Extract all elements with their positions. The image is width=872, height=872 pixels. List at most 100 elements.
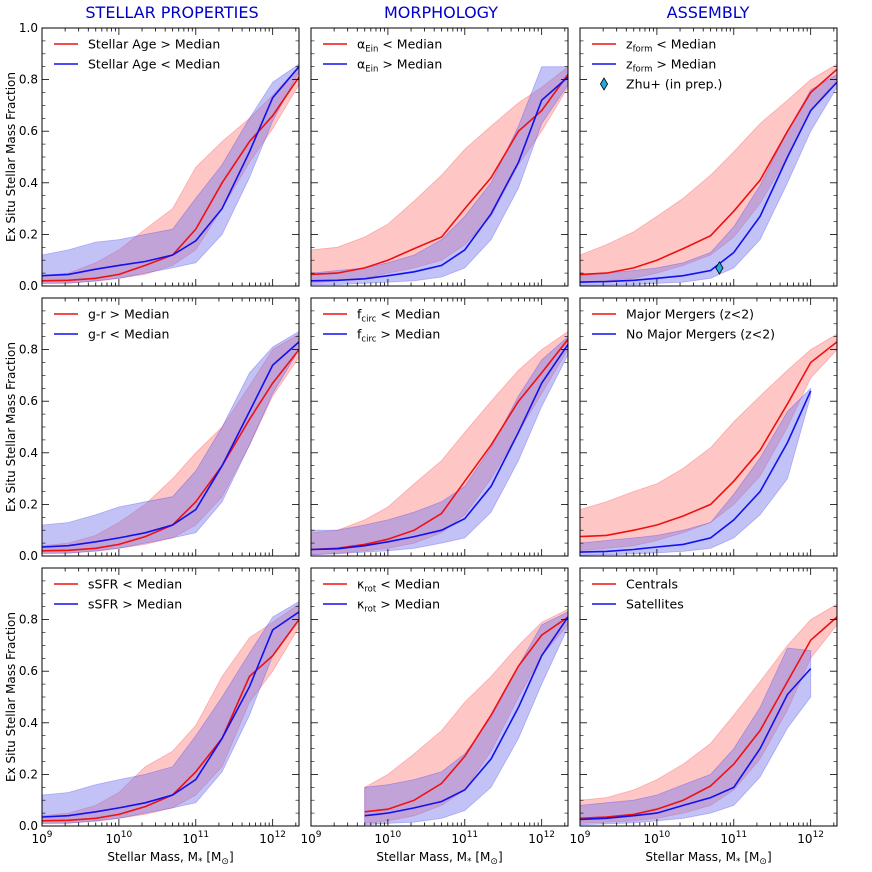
series-line-red-0 (580, 68, 837, 276)
band-red-0 (580, 603, 837, 824)
y-tick-label: 0.8 (19, 343, 38, 357)
series-line-red-0 (311, 73, 568, 276)
y-tick-label: 0.4 (19, 716, 38, 730)
panel-stellar-age: 0.0 0.2 0.4 0.6 0.8 1.0 Ex Situ Stellar Mass F… (4, 21, 300, 293)
x-tick-label: 1011 (451, 830, 478, 846)
series-line-blue-1 (42, 341, 299, 548)
data-point-diamond (715, 261, 724, 275)
x-tick-label: 109 (31, 830, 52, 846)
x-tick-label: 109 (300, 830, 321, 846)
x-tick-label: 1010 (375, 830, 402, 846)
panel-alpha-ein: αEin < Median αEin > Median (310, 27, 569, 287)
panel-ssfr: 0.0 0.2 0.4 0.6 0.8 109 1010 1011 1012 Stellar Ma… (4, 567, 300, 867)
x-tick-label: 1011 (720, 830, 747, 846)
series-line-red-0 (580, 616, 837, 820)
column-title-stellar-properties: STELLAR PROPERTIES (85, 3, 258, 22)
legend-entry-0: sSFR < Median (88, 577, 182, 592)
legend-entry-1: sSFR > Median (88, 597, 182, 612)
series-line-blue-1 (580, 81, 837, 283)
band-red-0 (364, 608, 568, 824)
legend-entry-1: κrot > Median (357, 597, 440, 615)
x-tick-label: 1012 (528, 830, 555, 846)
x-tick-label: 1010 (644, 830, 671, 846)
x-axis-label: Stellar Mass, M* [M⊙] (107, 850, 233, 867)
legend-entry-0: αEin < Median (357, 37, 442, 55)
x-axis-label: Stellar Mass, M* [M⊙] (645, 850, 771, 867)
legend-entry-1: Stellar Age < Median (88, 57, 220, 72)
legend-entry-1: No Major Mergers (z<2) (626, 327, 775, 342)
band-red-0 (42, 333, 299, 554)
x-axis-label: Stellar Mass, M* [M⊙] (376, 850, 502, 867)
band-blue-1 (311, 336, 568, 556)
legend-entry-1: αEin > Median (357, 57, 442, 75)
y-tick-label: 0.2 (19, 497, 38, 511)
band-red-0 (42, 603, 299, 824)
y-tick-label: 0.8 (19, 73, 38, 87)
x-tick-label: 1012 (797, 830, 824, 846)
band-red-0 (311, 66, 568, 284)
series-line-red-0 (364, 616, 568, 813)
legend-entry-1: fcirc > Median (357, 327, 440, 345)
x-tick-label: 1012 (259, 830, 286, 846)
x-tick-label: 1011 (182, 830, 209, 846)
column-title-morphology: MORPHOLOGY (384, 3, 498, 22)
panel-g-r: 0.0 0.2 0.4 0.6 0.8Ex Situ Stellar Mass Frac… (4, 297, 300, 563)
y-tick-label: 0.0 (19, 549, 38, 563)
panel-centrals-satellites: 109 1010 1011 1012 Stellar Mass, M* [M⊙] Cent… (569, 567, 838, 867)
band-blue-1 (580, 387, 812, 556)
band-blue-1 (42, 331, 299, 554)
legend-entry-zhu: Zhu+ (in prep.) (626, 77, 722, 92)
y-tick-label: 1.0 (19, 21, 38, 35)
legend-entry-0: Stellar Age > Median (88, 37, 220, 52)
y-tick-label: 0.0 (19, 819, 38, 833)
legend-diamond-marker (599, 77, 609, 91)
legend-entry-0: zform < Median (626, 37, 716, 55)
y-tick-label: 0.8 (19, 613, 38, 627)
series-line-blue-1 (42, 66, 299, 277)
y-tick-label: 0.6 (19, 124, 38, 138)
band-red-0 (580, 333, 837, 552)
series-line-blue-1 (42, 611, 299, 818)
x-tick-label: 109 (569, 830, 590, 846)
y-axis-label: Ex Situ Stellar Mass Fraction (4, 342, 18, 512)
y-tick-label: 0.6 (19, 394, 38, 408)
panel-kappa-rot: 109 1010 1011 1012 Stellar Mass, M* [M⊙] κrot… (300, 567, 569, 867)
column-title-assembly: ASSEMBLY (667, 3, 750, 22)
y-axis-label: Ex Situ Stellar Mass Fraction (4, 72, 18, 242)
series-line-blue-1 (580, 390, 812, 553)
legend-entry-1: g-r < Median (88, 327, 169, 342)
series-line-blue-1 (311, 343, 568, 551)
y-tick-label: 0.4 (19, 176, 38, 190)
legend-entry-1: zform > Median (626, 57, 716, 75)
band-blue-1 (42, 63, 299, 284)
series-line-blue-1 (364, 616, 568, 817)
band-blue-1 (580, 647, 812, 826)
y-tick-label: 0.2 (19, 227, 38, 241)
legend-entry-0: g-r > Median (88, 307, 169, 322)
x-tick-label: 1010 (106, 830, 133, 846)
y-tick-label: 0.4 (19, 446, 38, 460)
legend-entry-1: Satellites (626, 597, 684, 612)
y-tick-label: 0.0 (19, 279, 38, 293)
y-tick-label: 0.6 (19, 664, 38, 678)
y-axis-label: Ex Situ Stellar Mass Fraction (4, 612, 18, 782)
band-red-0 (580, 63, 837, 284)
y-tick-label: 0.2 (19, 767, 38, 781)
band-blue-1 (364, 611, 568, 826)
panel-f-circ: fcirc < Median fcirc > Median (310, 297, 569, 557)
band-red-0 (42, 66, 299, 284)
series-line-red-0 (311, 338, 568, 551)
panel-major-mergers: Major Mergers (z<2) No Major Mergers (z<2… (579, 297, 838, 557)
legend-entry-0: κrot < Median (357, 577, 440, 595)
series-line-blue-1 (311, 76, 568, 282)
legend-entry-0: Major Mergers (z<2) (626, 307, 754, 322)
panel-z-form: zform < Median zform > Median Zhu+ (in pre… (579, 27, 838, 287)
panels-layer: 0.0 0.2 0.4 0.6 0.8 1.0 Ex Situ Stellar Mass F… (4, 21, 838, 867)
band-blue-1 (42, 601, 299, 824)
legend-entry-0: fcirc < Median (357, 307, 440, 325)
band-red-0 (311, 331, 568, 556)
series-line-red-0 (580, 341, 837, 538)
legend-entry-0: Centrals (626, 577, 678, 592)
series-line-blue-1 (580, 668, 812, 821)
